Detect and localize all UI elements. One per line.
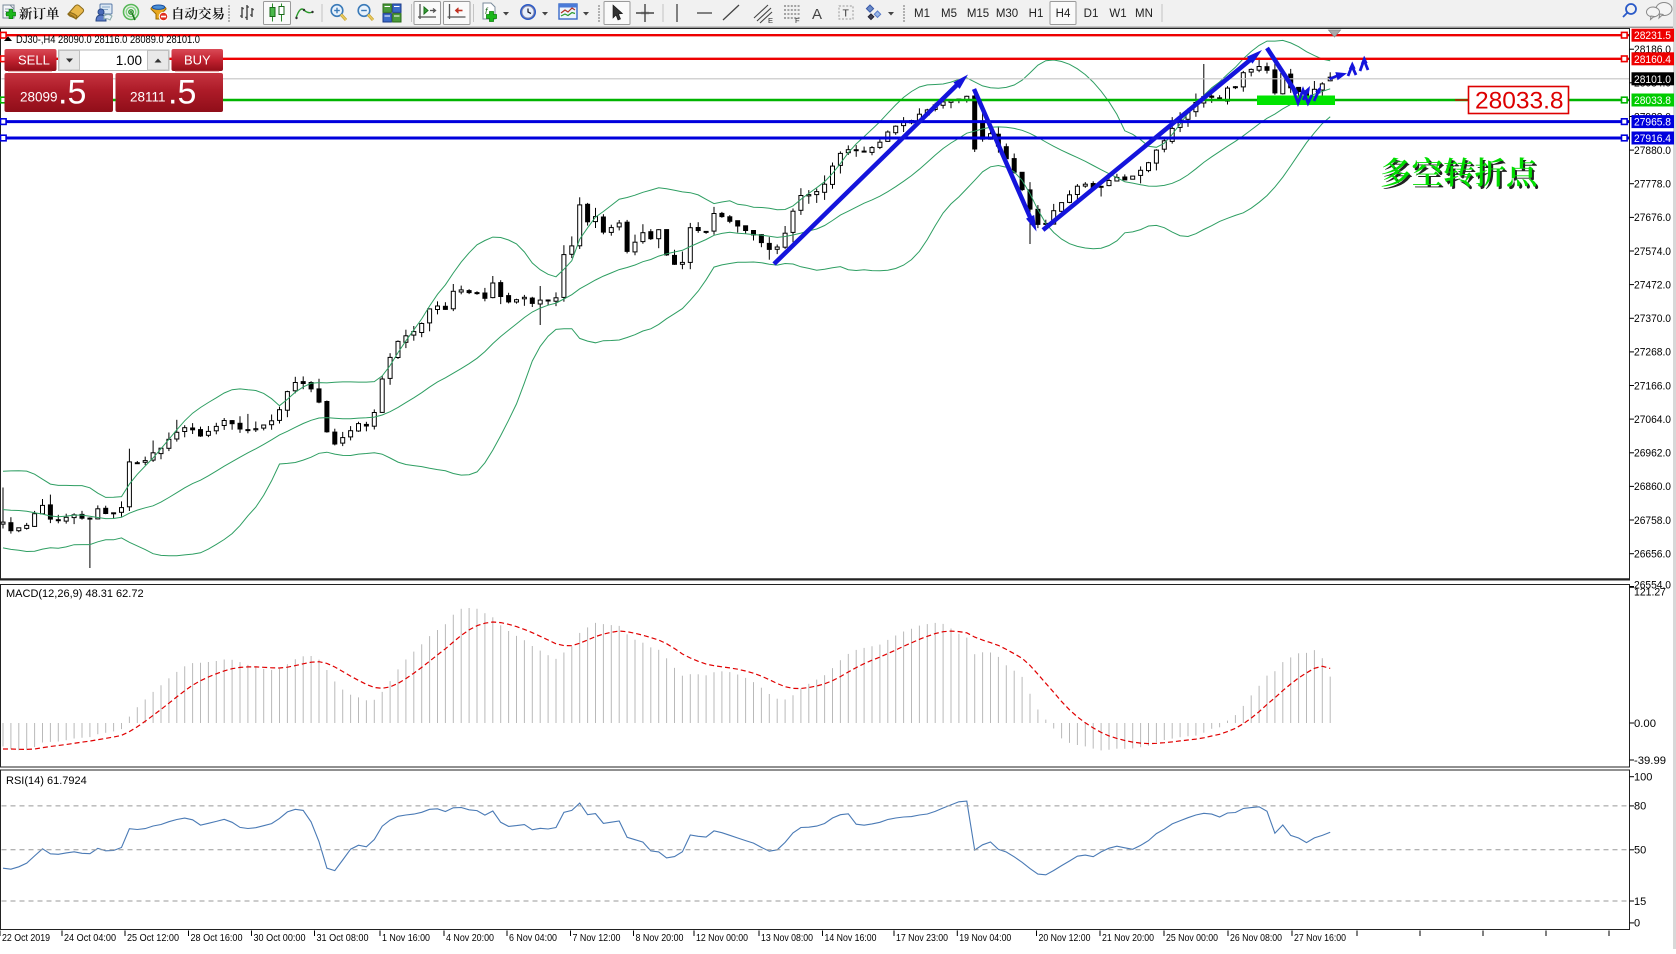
svg-text:.5: .5 bbox=[168, 74, 196, 112]
svg-text:28160.4: 28160.4 bbox=[1634, 54, 1671, 66]
svg-text:6 Nov 04:00: 6 Nov 04:00 bbox=[509, 932, 557, 944]
svg-text:M15: M15 bbox=[967, 8, 989, 20]
svg-text:1.00: 1.00 bbox=[116, 53, 142, 68]
svg-text:F: F bbox=[795, 16, 800, 25]
svg-text:H1: H1 bbox=[1029, 8, 1044, 20]
svg-text:28101.0: 28101.0 bbox=[1634, 74, 1671, 86]
svg-text:27676.0: 27676.0 bbox=[1634, 212, 1671, 224]
svg-text:27 Nov 16:00: 27 Nov 16:00 bbox=[1294, 932, 1346, 944]
svg-text:20 Nov 12:00: 20 Nov 12:00 bbox=[1039, 932, 1091, 944]
svg-text:26860.0: 26860.0 bbox=[1634, 481, 1671, 493]
svg-text:1 Nov 16:00: 1 Nov 16:00 bbox=[382, 932, 430, 944]
svg-text:26962.0: 26962.0 bbox=[1634, 448, 1671, 460]
svg-text:M1: M1 bbox=[914, 8, 930, 20]
svg-text:27472.0: 27472.0 bbox=[1634, 279, 1671, 291]
svg-text:f: f bbox=[485, 6, 489, 16]
svg-text:50: 50 bbox=[1634, 845, 1646, 857]
svg-text:D1: D1 bbox=[1084, 8, 1099, 20]
svg-text:13 Nov 08:00: 13 Nov 08:00 bbox=[761, 932, 813, 944]
svg-text:DJ30-,H4 28090.0 28116.0 2808: DJ30-,H4 28090.0 28116.0 28089.0 28101.0 bbox=[16, 34, 200, 46]
svg-text:27268.0: 27268.0 bbox=[1634, 347, 1671, 359]
svg-text:27965.8: 27965.8 bbox=[1634, 117, 1671, 129]
svg-text:M5: M5 bbox=[941, 8, 957, 20]
svg-text:8 Nov 20:00: 8 Nov 20:00 bbox=[636, 932, 684, 944]
svg-text:27166.0: 27166.0 bbox=[1634, 380, 1671, 392]
svg-text:28033.8: 28033.8 bbox=[1634, 95, 1671, 107]
svg-text:27574.0: 27574.0 bbox=[1634, 246, 1671, 258]
svg-text:14 Nov 16:00: 14 Nov 16:00 bbox=[825, 932, 877, 944]
svg-text:24 Oct 04:00: 24 Oct 04:00 bbox=[64, 932, 116, 944]
svg-text:26554.0: 26554.0 bbox=[1634, 580, 1671, 592]
svg-text:27916.4: 27916.4 bbox=[1634, 133, 1671, 145]
svg-text:0.00: 0.00 bbox=[1634, 718, 1656, 730]
svg-text:H4: H4 bbox=[1056, 8, 1071, 20]
svg-text:MACD(12,26,9) 48.31 62.72: MACD(12,26,9) 48.31 62.72 bbox=[6, 588, 144, 600]
svg-text:RSI(14) 61.7924: RSI(14) 61.7924 bbox=[6, 775, 87, 787]
svg-text:W1: W1 bbox=[1109, 8, 1126, 20]
svg-text:0: 0 bbox=[1634, 918, 1640, 930]
svg-text:80: 80 bbox=[1634, 801, 1646, 813]
svg-text:.5: .5 bbox=[58, 74, 86, 112]
svg-text:SELL: SELL bbox=[18, 53, 50, 68]
svg-text:4 Nov 20:00: 4 Nov 20:00 bbox=[446, 932, 494, 944]
svg-text:28 Oct 16:00: 28 Oct 16:00 bbox=[191, 932, 243, 944]
svg-text:26656.0: 26656.0 bbox=[1634, 549, 1671, 561]
svg-text:12 Nov 00:00: 12 Nov 00:00 bbox=[696, 932, 748, 944]
svg-text:21 Nov 20:00: 21 Nov 20:00 bbox=[1102, 932, 1154, 944]
svg-text:26 Nov 08:00: 26 Nov 08:00 bbox=[1230, 932, 1282, 944]
svg-text:100: 100 bbox=[1634, 772, 1652, 784]
svg-text:28033.8: 28033.8 bbox=[1475, 88, 1564, 115]
svg-text:7 Nov 12:00: 7 Nov 12:00 bbox=[573, 932, 621, 944]
svg-text:25 Oct 12:00: 25 Oct 12:00 bbox=[127, 932, 179, 944]
svg-text:15: 15 bbox=[1634, 896, 1646, 908]
svg-text:BUY: BUY bbox=[184, 53, 211, 68]
svg-text:27064.0: 27064.0 bbox=[1634, 414, 1671, 426]
svg-text:-39.99: -39.99 bbox=[1634, 755, 1666, 767]
svg-text:T: T bbox=[843, 8, 850, 20]
svg-text:27880.0: 27880.0 bbox=[1634, 145, 1671, 157]
svg-text:22 Oct 2019: 22 Oct 2019 bbox=[2, 932, 50, 944]
svg-text:26758.0: 26758.0 bbox=[1634, 515, 1671, 527]
svg-text:28099: 28099 bbox=[20, 90, 58, 105]
svg-text:19 Nov 04:00: 19 Nov 04:00 bbox=[959, 932, 1011, 944]
svg-text:27370.0: 27370.0 bbox=[1634, 313, 1671, 325]
svg-text:17 Nov 23:00: 17 Nov 23:00 bbox=[896, 932, 948, 944]
svg-text:27778.0: 27778.0 bbox=[1634, 179, 1671, 191]
svg-text:28231.5: 28231.5 bbox=[1634, 30, 1671, 42]
svg-text:MN: MN bbox=[1135, 8, 1153, 20]
svg-text:30 Oct 00:00: 30 Oct 00:00 bbox=[254, 932, 306, 944]
svg-text:25 Nov 00:00: 25 Nov 00:00 bbox=[1166, 932, 1218, 944]
svg-text:31 Oct 08:00: 31 Oct 08:00 bbox=[317, 932, 369, 944]
svg-text:A: A bbox=[812, 6, 822, 23]
svg-text:28111: 28111 bbox=[130, 90, 166, 105]
svg-text:E: E bbox=[768, 16, 773, 25]
svg-text:M30: M30 bbox=[996, 8, 1018, 20]
svg-text:121.27: 121.27 bbox=[1634, 586, 1666, 598]
